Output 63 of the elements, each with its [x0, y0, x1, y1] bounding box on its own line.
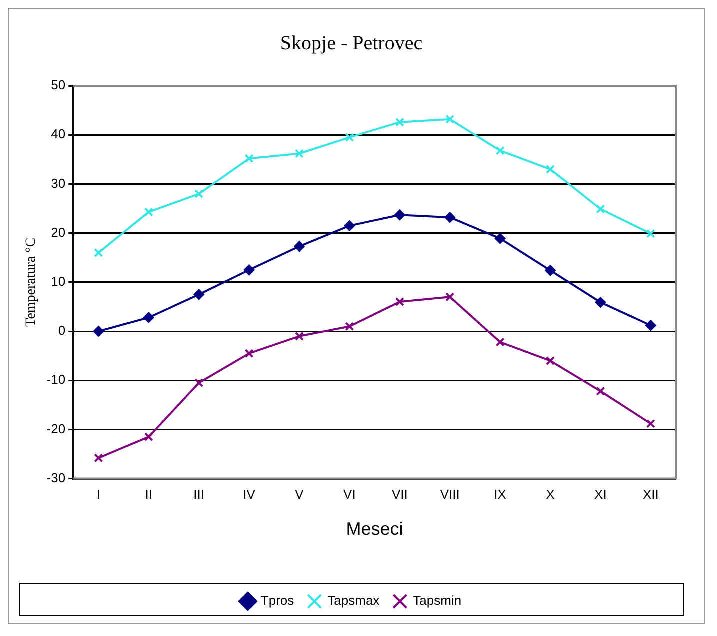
point	[395, 118, 404, 127]
point	[345, 133, 354, 142]
x-tick-label: VIII	[440, 487, 460, 502]
point	[394, 210, 406, 221]
point	[244, 154, 254, 164]
point	[496, 146, 505, 156]
point	[494, 233, 506, 244]
y-tick-label: -30	[46, 470, 66, 486]
x-tick-label: V	[295, 487, 304, 502]
point	[144, 432, 154, 442]
y-tick-label: -10	[46, 372, 66, 388]
point	[294, 241, 305, 252]
y-tick-label: 20	[51, 224, 66, 240]
y-tick-label: 10	[51, 274, 66, 289]
legend-label: Tpros	[260, 593, 295, 608]
point	[144, 208, 154, 217]
point	[596, 386, 606, 396]
y-tick-label: 0	[58, 323, 66, 338]
legend-label: Tapsmax	[328, 593, 380, 608]
point	[645, 320, 656, 332]
x-tick-label: XII	[642, 487, 659, 502]
point	[395, 298, 404, 307]
point	[595, 297, 606, 308]
y-tick-label: -20	[46, 421, 66, 436]
point	[596, 204, 606, 214]
point	[345, 322, 354, 332]
y-tick-label: 40	[51, 126, 66, 142]
point	[194, 378, 204, 388]
chart-title: Skopje - Petrovec	[280, 32, 423, 54]
point	[244, 349, 254, 358]
point	[94, 454, 104, 463]
x-tick-label: VI	[344, 487, 356, 502]
x-tick-label: IX	[494, 487, 507, 502]
point	[546, 356, 556, 366]
x-tick-label: II	[145, 487, 153, 502]
point	[294, 332, 304, 341]
point	[194, 289, 205, 300]
point	[496, 338, 505, 347]
point	[444, 212, 456, 224]
x-tick-label: VII	[392, 487, 408, 502]
point	[194, 189, 204, 199]
point	[446, 292, 455, 302]
point	[294, 149, 304, 158]
x-tick-label: XI	[594, 487, 607, 502]
legend-label: Tapsmin	[413, 593, 462, 608]
point	[544, 265, 556, 276]
point	[244, 264, 255, 276]
point	[546, 164, 556, 174]
point	[94, 248, 104, 258]
y-tick-label: 50	[51, 78, 66, 93]
point	[646, 229, 656, 238]
point	[344, 220, 356, 232]
x-tick-label: IV	[243, 487, 256, 502]
x-tick-label: X	[546, 487, 556, 502]
point	[446, 114, 455, 124]
point	[143, 312, 154, 324]
point	[646, 419, 656, 428]
x-axis-title: Meseci	[346, 519, 404, 540]
y-tick-label: 30	[51, 176, 66, 191]
y-axis-title: Temperatura °C	[24, 238, 40, 327]
point	[93, 326, 104, 337]
x-tick-label: III	[194, 487, 205, 502]
x-tick-label: I	[96, 487, 100, 502]
